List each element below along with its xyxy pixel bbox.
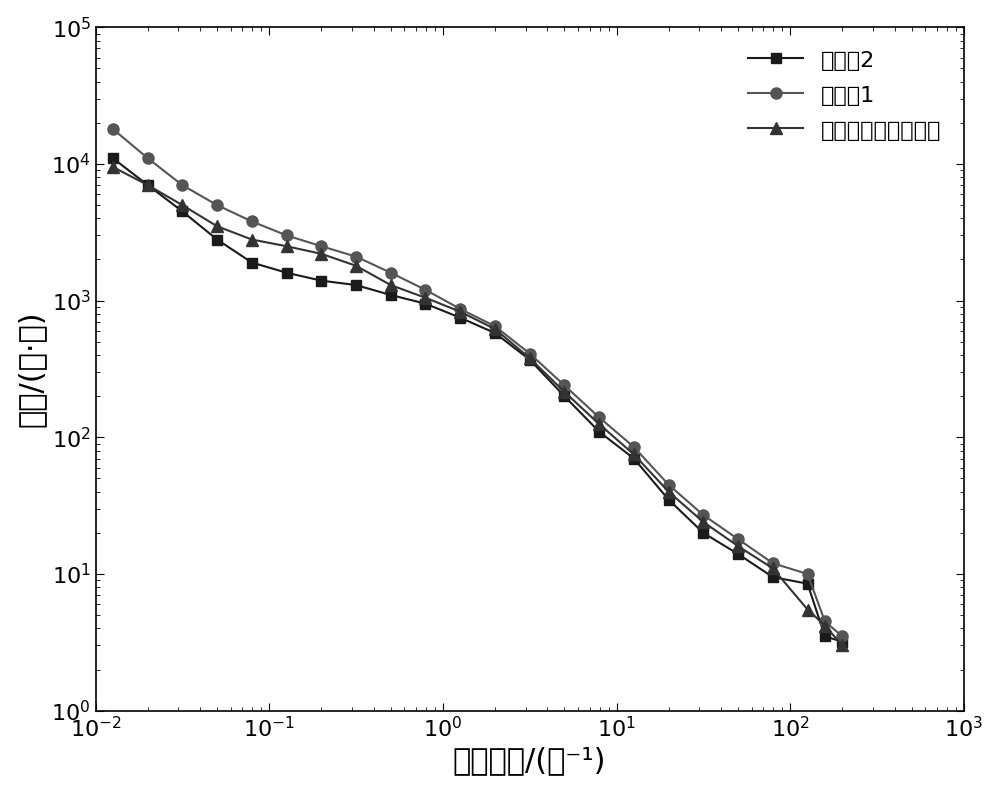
Y-axis label: 粘度/(帕·秒): 粘度/(帕·秒) bbox=[17, 310, 46, 428]
实施例1 bbox=[419, 285, 431, 295]
国外某型号正极浆料 bbox=[663, 487, 675, 497]
实施例2 bbox=[732, 550, 744, 559]
实施例1 bbox=[107, 124, 119, 134]
实施例2 bbox=[454, 313, 466, 322]
实施例1 bbox=[350, 252, 362, 261]
国外某型号正极浆料 bbox=[385, 280, 397, 290]
实施例2 bbox=[142, 181, 154, 190]
实施例2 bbox=[593, 427, 605, 436]
Legend: 实施例2, 实施例1, 国外某型号正极浆料: 实施例2, 实施例1, 国外某型号正极浆料 bbox=[737, 38, 953, 152]
国外某型号正极浆料 bbox=[350, 261, 362, 271]
实施例1 bbox=[593, 413, 605, 422]
实施例1 bbox=[454, 304, 466, 314]
实施例1 bbox=[315, 242, 327, 251]
Line: 实施例1: 实施例1 bbox=[107, 124, 848, 642]
实施例1 bbox=[176, 181, 188, 190]
国外某型号正极浆料 bbox=[558, 387, 570, 397]
实施例2 bbox=[628, 454, 640, 463]
实施例2 bbox=[246, 257, 258, 267]
实施例2 bbox=[697, 528, 709, 538]
实施例1 bbox=[558, 381, 570, 390]
Line: 实施例2: 实施例2 bbox=[108, 154, 847, 646]
实施例2 bbox=[802, 579, 814, 588]
实施例1 bbox=[142, 154, 154, 163]
实施例2 bbox=[558, 391, 570, 401]
实施例2 bbox=[663, 495, 675, 505]
国外某型号正极浆料 bbox=[107, 162, 119, 172]
X-axis label: 剪切速率/(秒⁻¹): 剪切速率/(秒⁻¹) bbox=[453, 746, 606, 775]
实施例1 bbox=[524, 348, 536, 358]
国外某型号正极浆料 bbox=[593, 419, 605, 428]
国外某型号正极浆料 bbox=[246, 234, 258, 244]
国外某型号正极浆料 bbox=[211, 222, 223, 231]
国外某型号正极浆料 bbox=[732, 542, 744, 551]
国外某型号正极浆料 bbox=[802, 605, 814, 615]
实施例1 bbox=[697, 510, 709, 520]
实施例2 bbox=[524, 355, 536, 364]
Line: 国外某型号正极浆料: 国外某型号正极浆料 bbox=[107, 162, 848, 651]
实施例1 bbox=[819, 617, 831, 626]
国外某型号正极浆料 bbox=[524, 353, 536, 363]
实施例1 bbox=[246, 217, 258, 227]
国外某型号正极浆料 bbox=[419, 293, 431, 303]
实施例2 bbox=[489, 328, 501, 337]
实施例2 bbox=[385, 290, 397, 299]
实施例2 bbox=[819, 631, 831, 641]
国外某型号正极浆料 bbox=[315, 249, 327, 259]
实施例2 bbox=[281, 268, 293, 277]
实施例1 bbox=[767, 558, 779, 568]
实施例2 bbox=[419, 299, 431, 308]
实施例1 bbox=[281, 230, 293, 240]
实施例1 bbox=[732, 535, 744, 544]
实施例2 bbox=[836, 637, 848, 646]
国外某型号正极浆料 bbox=[489, 324, 501, 333]
实施例2 bbox=[107, 154, 119, 163]
实施例1 bbox=[802, 569, 814, 579]
实施例1 bbox=[628, 442, 640, 451]
实施例2 bbox=[767, 573, 779, 582]
实施例1 bbox=[489, 322, 501, 331]
国外某型号正极浆料 bbox=[628, 450, 640, 459]
国外某型号正极浆料 bbox=[142, 181, 154, 190]
实施例2 bbox=[176, 207, 188, 216]
国外某型号正极浆料 bbox=[454, 307, 466, 317]
实施例1 bbox=[385, 268, 397, 277]
实施例1 bbox=[211, 200, 223, 210]
国外某型号正极浆料 bbox=[767, 564, 779, 573]
实施例1 bbox=[663, 480, 675, 489]
实施例2 bbox=[350, 280, 362, 290]
国外某型号正极浆料 bbox=[176, 200, 188, 210]
实施例2 bbox=[211, 234, 223, 244]
国外某型号正极浆料 bbox=[819, 621, 831, 630]
国外某型号正极浆料 bbox=[836, 641, 848, 650]
国外某型号正极浆料 bbox=[281, 242, 293, 251]
实施例1 bbox=[836, 631, 848, 641]
国外某型号正极浆料 bbox=[697, 517, 709, 527]
实施例2 bbox=[315, 276, 327, 285]
